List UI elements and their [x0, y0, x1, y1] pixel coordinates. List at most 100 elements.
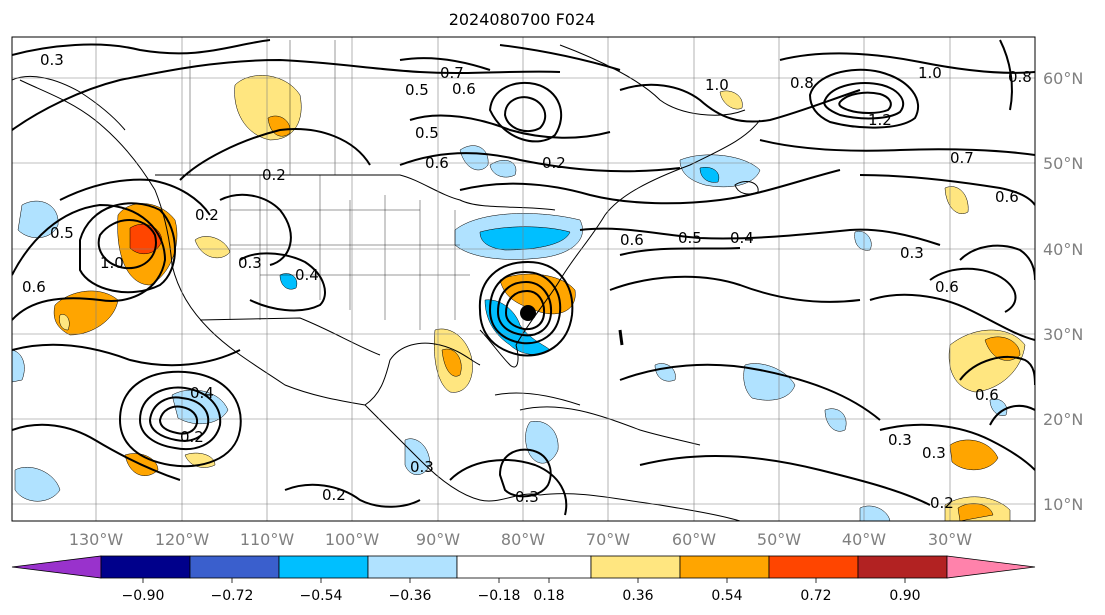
shade-blue	[743, 363, 796, 401]
lon-label: 90°W	[416, 530, 460, 549]
contour-line	[409, 114, 611, 139]
contour-line	[929, 267, 1017, 313]
contour-line	[478, 260, 574, 357]
shade-blue	[14, 466, 61, 502]
contour-line	[399, 57, 491, 71]
state-borders	[189, 40, 470, 330]
coastline-gulf	[364, 342, 481, 406]
shade-blue	[459, 145, 489, 171]
shade-blue	[404, 438, 431, 475]
contour-label: 0.6	[22, 278, 46, 296]
contour-line	[838, 91, 892, 114]
colorbar-segment	[367, 555, 458, 579]
lat-label: 60°N	[1043, 69, 1083, 88]
colorbar-segment	[590, 555, 681, 579]
contour-label: 0.2	[930, 494, 954, 512]
contour-line	[148, 396, 210, 442]
contour-label: 0.7	[440, 64, 464, 82]
lon-label: 120°W	[155, 530, 210, 549]
shade-orange	[957, 503, 994, 521]
colorbar-tick-label: 0.72	[800, 588, 831, 604]
contour-label: 0.6	[975, 386, 999, 404]
shade-blue	[699, 167, 720, 183]
colorbar-segment	[100, 555, 191, 579]
colorbar-tick-label: 0.90	[889, 588, 920, 604]
contour-line	[459, 169, 841, 205]
contour-line	[779, 52, 1035, 74]
colorbar-segment	[11, 555, 102, 579]
contour-label: 0.2	[322, 486, 346, 504]
contour-line	[498, 448, 552, 498]
lat-label: 10°N	[1043, 495, 1083, 514]
colorbar-segment	[189, 555, 280, 579]
contour-line	[496, 280, 553, 337]
lat-label: 30°N	[1043, 325, 1083, 344]
shade-yellow	[719, 90, 743, 110]
contour-line	[823, 82, 905, 120]
colorbar-tick-label: −0.18	[478, 588, 521, 604]
colorbar-tick-label: −0.54	[300, 588, 343, 604]
contour-label: 0.2	[262, 166, 286, 184]
contour-label: 0.5	[678, 229, 702, 247]
contour-label: 0.3	[900, 244, 924, 262]
shade-blue	[854, 230, 872, 251]
map-title: 2024080700 F024	[449, 10, 596, 29]
shade-yellow	[944, 186, 969, 214]
contour-line	[12, 203, 167, 321]
contour-line	[504, 289, 546, 331]
contour-line	[449, 459, 568, 516]
contour-line	[639, 454, 931, 506]
colorbar-tick-label: 0.36	[622, 588, 653, 604]
colorbar-tick-label: 0.18	[533, 588, 564, 604]
colorbar-tick-label: 0.54	[711, 588, 742, 604]
contour-line	[59, 178, 211, 216]
coastline-caribbean	[519, 406, 701, 446]
lat-lon-grid	[12, 37, 1035, 521]
colorbar-ticks	[142, 578, 906, 583]
contour-line	[488, 82, 563, 143]
contour-label: 0.3	[922, 444, 946, 462]
contour-line	[619, 247, 741, 256]
coastline-florida	[479, 329, 519, 368]
colorbar	[11, 555, 1036, 579]
contour-line	[79, 202, 176, 294]
contour-label: 1.0	[705, 76, 729, 94]
contour-line	[12, 423, 181, 481]
lat-label: 40°N	[1043, 240, 1083, 259]
contour-line	[97, 219, 157, 270]
latitude-labels: 60°N 50°N 40°N 30°N 20°N 10°N	[1043, 69, 1083, 514]
coastlines	[12, 44, 761, 521]
contour-label: 0.7	[950, 149, 974, 167]
contour-line	[808, 68, 920, 129]
shade-blue	[525, 420, 559, 464]
lon-label: 100°W	[325, 530, 380, 549]
contour-line	[579, 227, 941, 246]
map-frame	[11, 36, 1036, 522]
shade-blue	[859, 505, 891, 521]
contour-line	[118, 370, 242, 468]
contour-label: 0.4	[730, 229, 754, 247]
shade-blue	[824, 408, 847, 432]
contour-label: 0.6	[935, 278, 959, 296]
contour-line	[959, 244, 1035, 281]
coastline-canada-north	[559, 44, 746, 116]
contour-label: 0.4	[190, 384, 214, 402]
coastline-east	[515, 119, 761, 346]
contour-line	[859, 174, 1035, 206]
shade-yellow	[59, 314, 70, 331]
contour-line	[158, 405, 199, 435]
contour-line	[989, 404, 1035, 426]
contour-line	[12, 39, 271, 56]
colorbar-segment	[679, 555, 770, 579]
coastline-central-america	[364, 404, 541, 502]
longitude-labels: 130°W 120°W 110°W 100°W 90°W 80°W 70°W 6…	[69, 530, 972, 549]
contour-label: 0.3	[888, 431, 912, 449]
contour-line	[138, 386, 222, 450]
storm-center-marker	[520, 305, 536, 321]
contour-label: 0.8	[790, 74, 814, 92]
contour-label: 0.3	[238, 254, 262, 272]
colorbar-segment	[857, 555, 948, 579]
contour-label: 0.2	[542, 154, 566, 172]
contour-line	[869, 293, 1035, 341]
